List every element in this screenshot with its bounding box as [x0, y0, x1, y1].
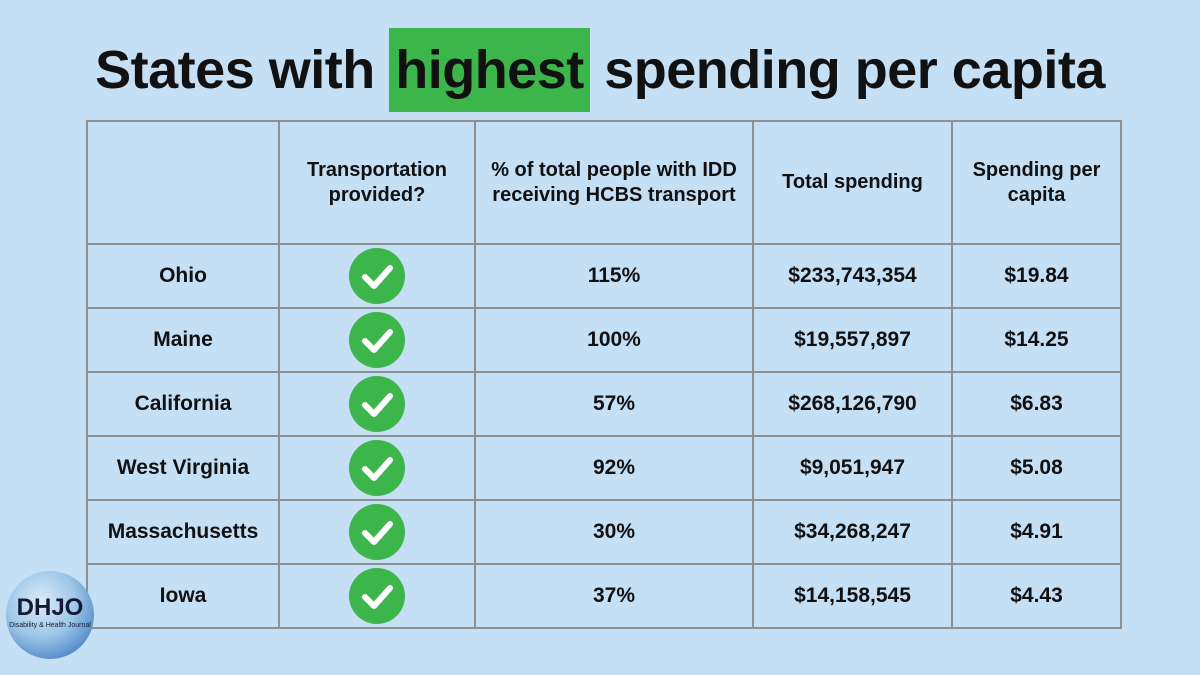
- percent-cell: 30%: [474, 499, 754, 565]
- percent-cell: 115%: [474, 243, 754, 309]
- state-cell: Iowa: [86, 563, 280, 629]
- transportation-provided-cell: [278, 563, 476, 629]
- per-capita-cell: $5.08: [951, 435, 1122, 501]
- table-body: Ohio 115% $233,743,354 $19.84 Maine 100% $19,5…: [86, 243, 1122, 629]
- transportation-provided-cell: [278, 243, 476, 309]
- header-spending-per-capita: Spending per capita: [951, 120, 1122, 245]
- transportation-provided-cell: [278, 499, 476, 565]
- transportation-provided-cell: [278, 435, 476, 501]
- per-capita-cell: $4.43: [951, 563, 1122, 629]
- state-cell: West Virginia: [86, 435, 280, 501]
- check-icon: [349, 312, 405, 368]
- logo-name: DHJO: [16, 594, 84, 621]
- per-capita-cell: $19.84: [951, 243, 1122, 309]
- check-icon: [349, 568, 405, 624]
- transportation-provided-cell: [278, 307, 476, 373]
- table-row: Massachusetts 30% $34,268,247 $4.91: [86, 499, 1122, 565]
- per-capita-cell: $14.25: [951, 307, 1122, 373]
- page-title: States with highest spending per capita: [0, 28, 1200, 112]
- state-cell: Maine: [86, 307, 280, 373]
- table-row: California 57% $268,126,790 $6.83: [86, 371, 1122, 437]
- check-icon: [349, 440, 405, 496]
- total-spending-cell: $34,268,247: [752, 499, 953, 565]
- percent-cell: 92%: [474, 435, 754, 501]
- table-header-row: Transportation provided? % of total peop…: [86, 120, 1122, 245]
- total-spending-cell: $9,051,947: [752, 435, 953, 501]
- check-icon: [349, 248, 405, 304]
- total-spending-cell: $19,557,897: [752, 307, 953, 373]
- logo-subtitle: Disability & Health Journal: [9, 622, 91, 629]
- header-total-spending: Total spending: [752, 120, 953, 245]
- per-capita-cell: $6.83: [951, 371, 1122, 437]
- check-icon: [349, 376, 405, 432]
- total-spending-cell: $233,743,354: [752, 243, 953, 309]
- state-cell: Massachusetts: [86, 499, 280, 565]
- title-before: States with: [95, 40, 375, 100]
- state-cell: Ohio: [86, 243, 280, 309]
- title-after: spending per capita: [604, 40, 1105, 100]
- header-percent-receiving: % of total people with IDD receiving HCB…: [474, 120, 754, 245]
- per-capita-cell: $4.91: [951, 499, 1122, 565]
- header-state: [86, 120, 280, 245]
- table-row: Maine 100% $19,557,897 $14.25: [86, 307, 1122, 373]
- percent-cell: 37%: [474, 563, 754, 629]
- percent-cell: 100%: [474, 307, 754, 373]
- table-row: West Virginia 92% $9,051,947 $5.08: [86, 435, 1122, 501]
- spending-table: Transportation provided? % of total peop…: [86, 120, 1122, 629]
- state-cell: California: [86, 371, 280, 437]
- table-row: Iowa 37% $14,158,545 $4.43: [86, 563, 1122, 629]
- title-highlight: highest: [389, 28, 590, 112]
- total-spending-cell: $268,126,790: [752, 371, 953, 437]
- header-transportation-provided: Transportation provided?: [278, 120, 476, 245]
- percent-cell: 57%: [474, 371, 754, 437]
- dhjo-logo: DHJO Disability & Health Journal: [6, 571, 94, 659]
- transportation-provided-cell: [278, 371, 476, 437]
- check-icon: [349, 504, 405, 560]
- table-row: Ohio 115% $233,743,354 $19.84: [86, 243, 1122, 309]
- total-spending-cell: $14,158,545: [752, 563, 953, 629]
